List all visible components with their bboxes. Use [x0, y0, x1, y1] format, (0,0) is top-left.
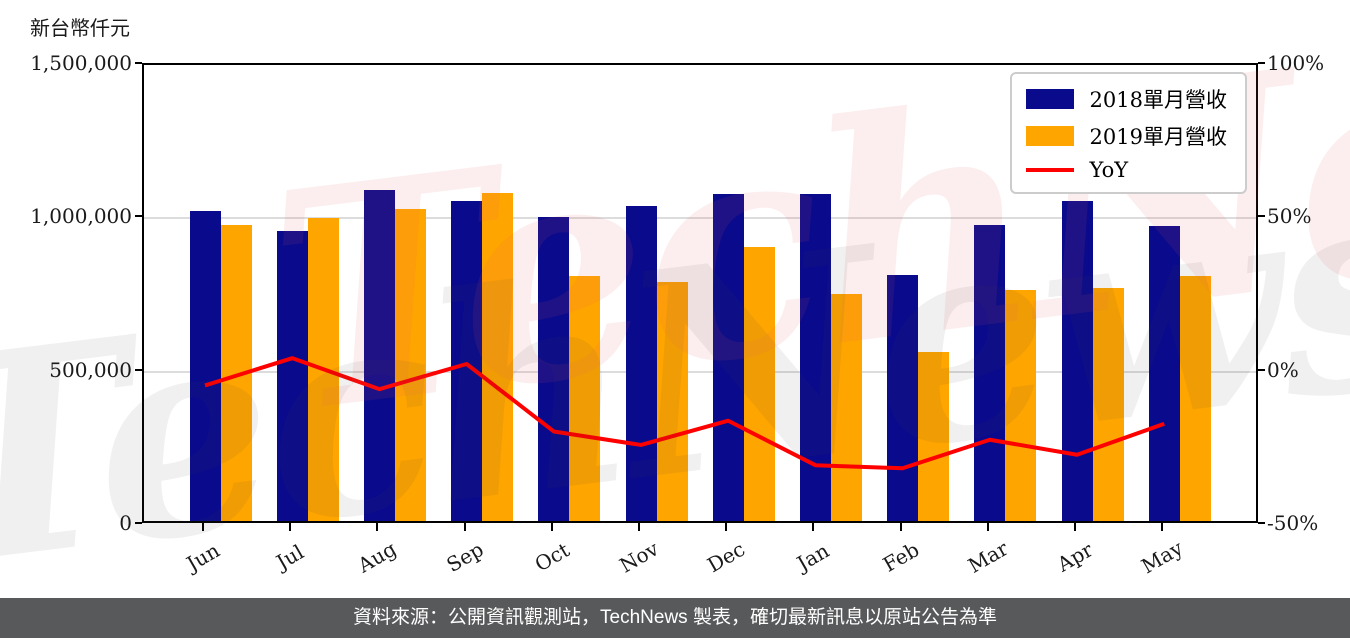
gridline-1000000: [144, 217, 1256, 220]
x-tick-label-feb: Feb: [878, 537, 923, 577]
x-tick-label-nov: Nov: [615, 536, 663, 578]
x-tick-mark-apr: [1074, 523, 1076, 531]
left-tick-1500000: 1,500,000: [30, 51, 132, 75]
bar-2018-oct: [538, 217, 570, 521]
legend-item-yoy: YoY: [1025, 158, 1227, 182]
x-tick-mark-feb: [899, 523, 902, 531]
legend-swatch-2018: [1025, 89, 1074, 109]
bar-2019-sep: [482, 192, 514, 521]
bar-2019-aug: [394, 209, 426, 521]
legend-label-2019: 2019單月營收: [1089, 125, 1227, 149]
x-tick-label-jun: Jun: [182, 538, 224, 576]
bar-2019-oct: [569, 276, 601, 521]
left-tick-mark-1500000: [135, 62, 142, 64]
legend-item-2019: 2019單月營收: [1025, 121, 1227, 151]
legend-label-yoy: YoY: [1089, 158, 1129, 182]
bar-2018-jul: [276, 230, 308, 521]
legend: 2018單月營收 2019單月營收 YoY: [1009, 72, 1247, 194]
yoy-line: [204, 356, 1165, 471]
right-tick-0: 0%: [1267, 357, 1299, 382]
bar-2019-jan: [830, 294, 862, 521]
x-tick-label-apr: Apr: [1053, 537, 1097, 577]
bar-2018-mar: [974, 224, 1006, 521]
left-tick-0: 0: [119, 511, 132, 535]
x-tick-mark-oct: [550, 523, 553, 531]
x-tick-label-jul: Jul: [272, 539, 309, 575]
x-tick-label-sep: Sep: [441, 537, 488, 577]
legend-swatch-yoy: [1025, 168, 1074, 172]
bar-2019-dec: [743, 246, 775, 521]
bar-2018-apr: [1061, 201, 1093, 521]
legend-swatch-2019: [1025, 126, 1074, 146]
x-tick-label-jan: Jan: [793, 538, 834, 576]
bar-2018-aug: [363, 190, 395, 521]
gridline-500000: [144, 370, 1256, 373]
x-tick-mark-nov: [638, 523, 640, 531]
x-tick-label-aug: Aug: [354, 536, 401, 578]
x-tick-mark-jun: [202, 523, 204, 531]
legend-label-2018: 2018單月營收: [1089, 88, 1227, 112]
x-tick-mark-mar: [986, 523, 989, 531]
right-tick-mark-50: [1258, 215, 1265, 218]
right-tick-mark-0: [1258, 368, 1265, 371]
bar-2019-apr: [1092, 287, 1124, 521]
x-tick-mark-may: [1161, 523, 1164, 531]
left-tick-mark-500000: [135, 368, 142, 371]
source-footer: 資料來源：公開資訊觀測站，TechNews 製表，確切最新訊息以原站公告為準: [0, 598, 1350, 638]
right-tick--50: -50%: [1267, 511, 1319, 535]
right-tick-50: 50%: [1267, 204, 1312, 229]
bar-2018-jun: [189, 211, 221, 521]
bar-2019-mar: [1005, 290, 1037, 521]
bar-2018-sep: [451, 200, 483, 521]
bar-2018-feb: [887, 274, 919, 521]
bar-2019-feb: [918, 352, 950, 521]
bar-2018-may: [1148, 226, 1180, 521]
bar-2018-dec: [712, 194, 744, 521]
bar-2018-nov: [625, 206, 657, 521]
x-tick-mark-jul: [289, 523, 292, 531]
x-tick-mark-aug: [376, 523, 379, 531]
right-tick-mark-100: [1258, 62, 1265, 64]
x-tick-mark-dec: [725, 523, 728, 531]
left-tick-mark-0: [135, 522, 142, 524]
left-tick-mark-1000000: [135, 215, 142, 218]
legend-item-2018: 2018單月營收: [1025, 84, 1227, 114]
right-tick-100: 100%: [1267, 51, 1325, 75]
x-tick-label-mar: Mar: [963, 536, 1012, 578]
x-tick-mark-sep: [463, 523, 466, 531]
x-tick-label-dec: Dec: [703, 536, 750, 578]
x-tick-label-may: May: [1137, 535, 1188, 579]
x-tick-mark-jan: [812, 523, 815, 531]
x-tick-label-oct: Oct: [530, 537, 574, 577]
left-tick-1000000: 1,000,000: [30, 204, 132, 229]
y-axis-unit-label: 新台幣仟元: [30, 16, 130, 40]
bar-2019-nov: [656, 281, 688, 521]
right-tick-mark--50: [1258, 522, 1265, 524]
bar-2019-may: [1179, 276, 1211, 521]
left-tick-500000: 500,000: [49, 357, 132, 382]
